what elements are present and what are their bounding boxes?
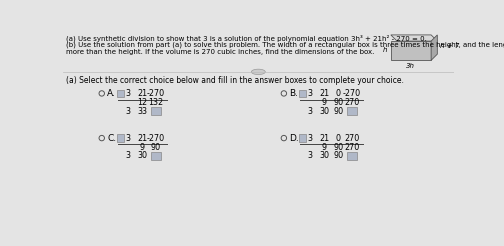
Text: 90: 90 bbox=[333, 151, 343, 160]
Text: 30: 30 bbox=[319, 151, 329, 160]
Text: 90: 90 bbox=[333, 98, 343, 107]
FancyBboxPatch shape bbox=[299, 90, 306, 97]
Text: 3: 3 bbox=[125, 89, 131, 98]
Text: 3: 3 bbox=[125, 107, 131, 116]
FancyBboxPatch shape bbox=[151, 152, 161, 160]
Text: 90: 90 bbox=[333, 143, 343, 152]
Text: 30: 30 bbox=[319, 107, 329, 116]
Text: 3: 3 bbox=[125, 151, 131, 160]
Text: B.: B. bbox=[289, 89, 298, 98]
Text: 0: 0 bbox=[336, 89, 341, 98]
Text: 9: 9 bbox=[322, 98, 327, 107]
Text: 270: 270 bbox=[344, 98, 360, 107]
Text: (a) Select the correct choice below and fill in the answer boxes to complete you: (a) Select the correct choice below and … bbox=[66, 76, 404, 85]
Polygon shape bbox=[391, 41, 431, 60]
Text: 3: 3 bbox=[125, 134, 131, 143]
Text: 12: 12 bbox=[137, 98, 147, 107]
FancyBboxPatch shape bbox=[117, 90, 124, 97]
Text: 9: 9 bbox=[322, 143, 327, 152]
Text: 21: 21 bbox=[319, 89, 329, 98]
FancyBboxPatch shape bbox=[347, 152, 357, 160]
Text: (b) Use the solution from part (a) to solve this problem. The width of a rectang: (b) Use the solution from part (a) to so… bbox=[66, 42, 504, 48]
Text: 132: 132 bbox=[149, 98, 164, 107]
Text: -270: -270 bbox=[147, 89, 165, 98]
Text: -270: -270 bbox=[343, 89, 361, 98]
Text: 3: 3 bbox=[308, 89, 312, 98]
Text: A.: A. bbox=[107, 89, 116, 98]
Text: D.: D. bbox=[289, 134, 299, 143]
FancyBboxPatch shape bbox=[151, 107, 161, 115]
Text: h + 7: h + 7 bbox=[440, 43, 460, 49]
Text: 3: 3 bbox=[308, 107, 312, 116]
Text: 90: 90 bbox=[151, 143, 161, 152]
Text: 3: 3 bbox=[308, 134, 312, 143]
Text: more than the height. If the volume is 270 cubic inches, find the dimensions of : more than the height. If the volume is 2… bbox=[66, 49, 374, 55]
Text: 21: 21 bbox=[137, 89, 147, 98]
Polygon shape bbox=[431, 35, 437, 60]
FancyBboxPatch shape bbox=[299, 134, 306, 142]
Text: 3h: 3h bbox=[406, 63, 415, 69]
FancyBboxPatch shape bbox=[347, 107, 357, 115]
Text: 21: 21 bbox=[137, 134, 147, 143]
Text: 33: 33 bbox=[137, 107, 147, 116]
FancyBboxPatch shape bbox=[117, 134, 124, 142]
Text: (a) Use synthetic division to show that 3 is a solution of the polynomial equati: (a) Use synthetic division to show that … bbox=[66, 35, 427, 42]
Ellipse shape bbox=[251, 69, 265, 75]
Text: -270: -270 bbox=[147, 134, 165, 143]
Text: 3: 3 bbox=[308, 151, 312, 160]
Text: 30: 30 bbox=[137, 151, 147, 160]
Text: 270: 270 bbox=[344, 134, 360, 143]
Text: 0: 0 bbox=[336, 134, 341, 143]
Text: 270: 270 bbox=[344, 143, 360, 152]
Text: C.: C. bbox=[107, 134, 116, 143]
Text: h: h bbox=[383, 47, 387, 53]
Text: 21: 21 bbox=[319, 134, 329, 143]
Polygon shape bbox=[391, 35, 437, 41]
Text: 9: 9 bbox=[140, 143, 145, 152]
Text: 90: 90 bbox=[333, 107, 343, 116]
